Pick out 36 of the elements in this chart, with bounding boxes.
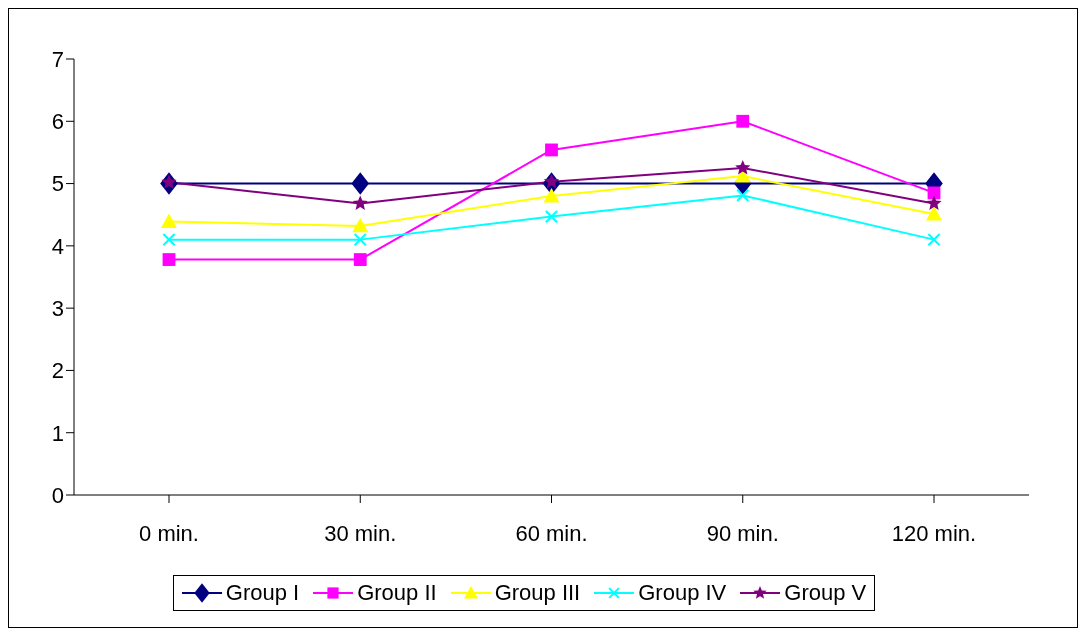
point: [352, 217, 369, 233]
point: [545, 143, 558, 157]
y-tick-label: 6: [51, 109, 64, 135]
point: [543, 173, 560, 189]
x-tick-label: 90 min.: [706, 520, 779, 546]
point: [162, 253, 176, 266]
legend-label: Group I: [225, 580, 300, 606]
point: [352, 195, 368, 210]
x-tick-label: 0 min.: [139, 520, 199, 546]
point: [162, 233, 176, 247]
point: [736, 114, 750, 128]
legend-label: Group III: [494, 580, 581, 606]
y-tick-label: 0: [51, 482, 64, 508]
y-tick-label: 4: [51, 233, 64, 259]
y-tick-label: 1: [51, 420, 64, 446]
point: [735, 160, 751, 175]
legend-label: Group V: [784, 580, 867, 606]
x-tick-label: 30 min.: [324, 520, 397, 546]
point: [543, 188, 560, 203]
point: [353, 253, 367, 266]
x-tick-label: 60 min.: [515, 520, 588, 546]
x-tick-label: 120 min.: [891, 520, 977, 546]
point: [353, 233, 367, 247]
y-tick-label: 2: [51, 358, 64, 384]
legend-label: Group IV: [638, 580, 727, 606]
point: [544, 209, 559, 224]
point: [351, 172, 370, 195]
point: [926, 206, 942, 221]
point: [161, 213, 177, 228]
y-tick-label: 7: [51, 46, 64, 72]
point: [927, 233, 941, 247]
point: [736, 188, 750, 203]
y-tick-label: 3: [51, 295, 64, 321]
point: [926, 195, 942, 210]
y-tick-label: 5: [51, 171, 64, 197]
legend-label: Group II: [357, 580, 437, 606]
